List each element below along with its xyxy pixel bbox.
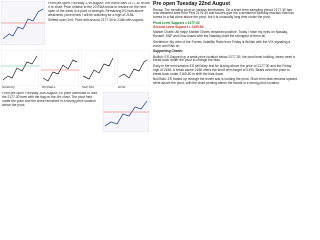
page: {"header":{"title":"Pre open Tuesday 22n… bbox=[1, 1, 298, 133]
note-top: From pre-open Thursday 17th August: The … bbox=[48, 2, 150, 46]
chart-thumb bbox=[117, 50, 149, 86]
note: Shifted open 2nd; Price drift around 217… bbox=[48, 18, 145, 23]
chart-thumb bbox=[81, 50, 115, 86]
note: From pre-open Thursday 16th August: ES p… bbox=[2, 92, 98, 107]
paragraph: Recap: The trending pivot on various tim… bbox=[153, 7, 294, 20]
chart-label: DOW bbox=[118, 86, 126, 89]
paragraph: Early in the next session ES will likely… bbox=[153, 63, 292, 76]
chart-thumb bbox=[1, 50, 39, 86]
title: Pre open Tuesday 22nd August bbox=[153, 1, 230, 7]
chart-label: S&P 500 bbox=[82, 86, 94, 89]
paragraph: Market Charts: All major Market Charts r… bbox=[153, 30, 288, 39]
paragraph: Bullish: ES Gapped up a weak price locat… bbox=[153, 54, 295, 63]
chart-label: RUSSELL bbox=[42, 86, 56, 89]
note-bottom: From pre-open Thursday 16th August: ES p… bbox=[2, 92, 101, 132]
second-level: Second Level Support = 2169.80 bbox=[153, 24, 204, 29]
chart-label: NASDAQ bbox=[2, 86, 15, 89]
article: Pre open Tuesday 22nd August Recap: The … bbox=[153, 1, 298, 133]
chart-thumb bbox=[1, 1, 45, 45]
chart-thumb bbox=[103, 92, 149, 132]
chart-thumb bbox=[41, 50, 79, 86]
pivot: Pivot Level Support = 2177.30 bbox=[153, 20, 200, 25]
heading: Supporting Charts: bbox=[153, 49, 184, 54]
paragraph: Sentiment: My view of the Forbes Volatil… bbox=[153, 39, 291, 48]
note: From pre-open Thursday 17th August: The … bbox=[48, 2, 150, 17]
paragraph: Bull Bias: ES traded up through the leve… bbox=[153, 77, 298, 86]
